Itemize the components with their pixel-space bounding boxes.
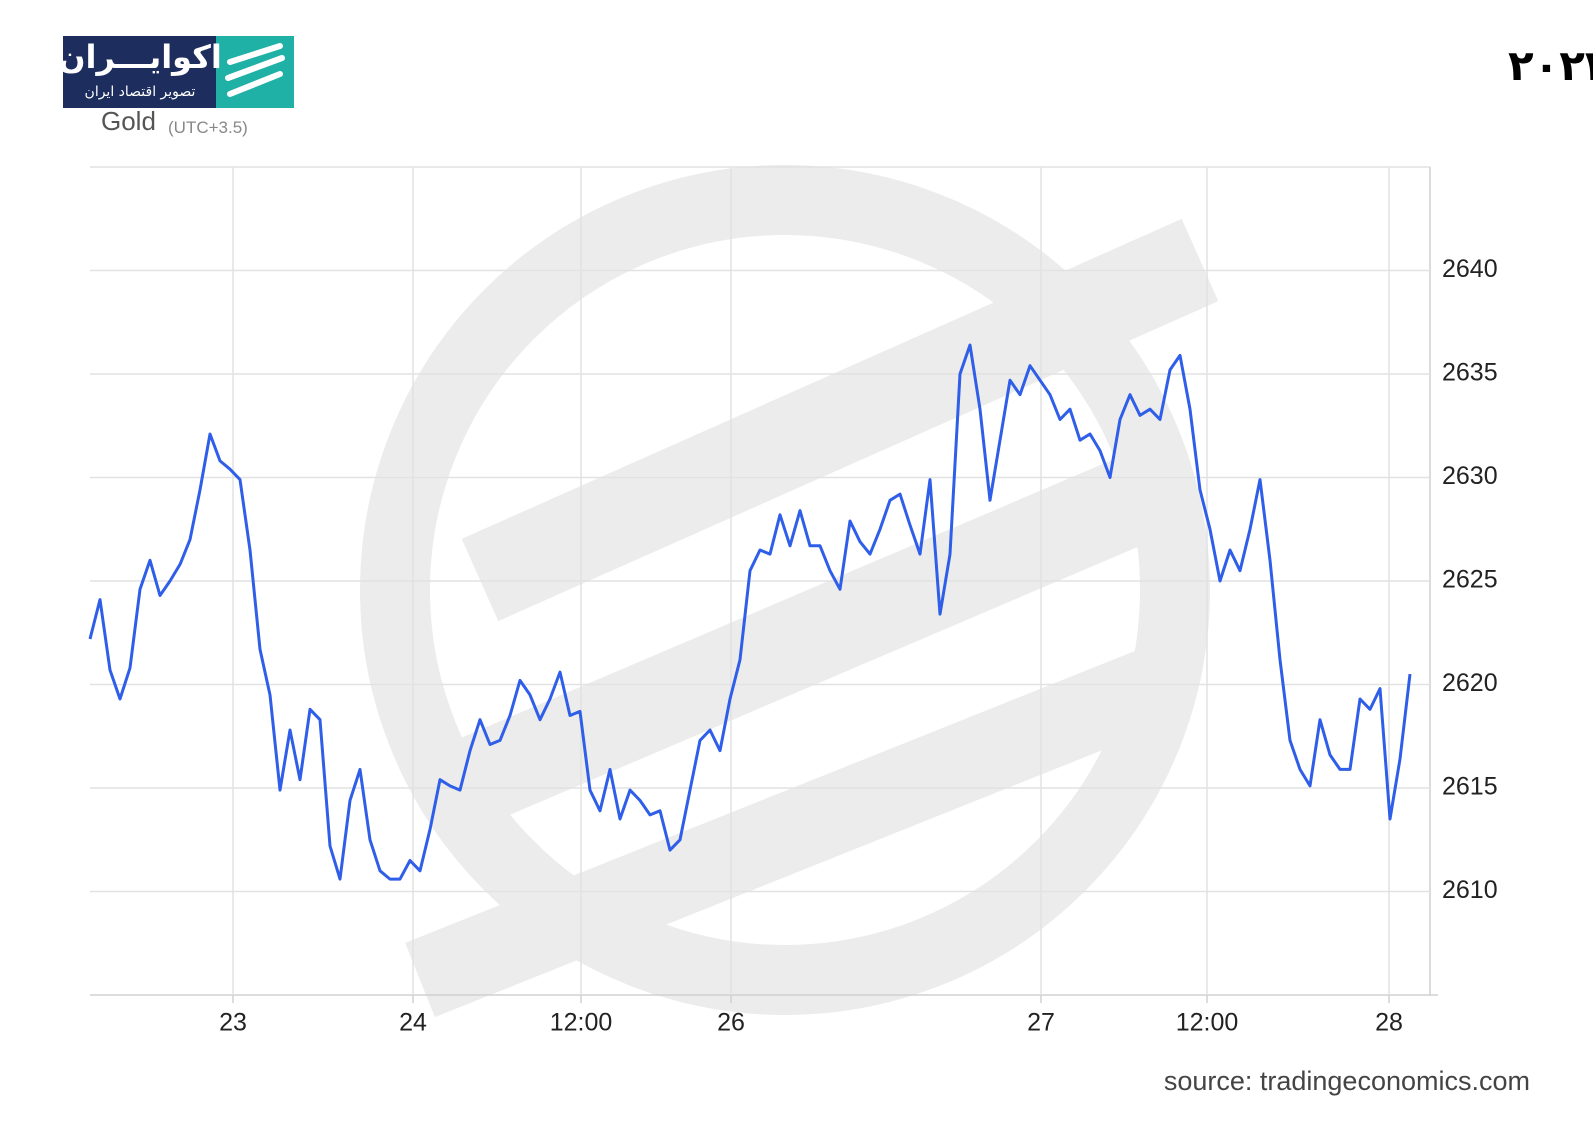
page-title: کاهش قیمت طلای جهانی در هفته پایانی ۲۰۲۴ xyxy=(1508,41,1593,91)
logo-box xyxy=(63,36,216,108)
x-tick-label: 23 xyxy=(219,1009,247,1037)
x-tick-label: 26 xyxy=(717,1009,745,1037)
x-tick-label: 27 xyxy=(1027,1009,1055,1037)
watermark-stripe xyxy=(461,218,1219,622)
watermark-ring xyxy=(360,165,1210,1015)
logo-mark xyxy=(225,43,285,97)
x-tick-label: 12:00 xyxy=(1176,1009,1239,1037)
x-tick-label: 28 xyxy=(1375,1009,1403,1037)
chart-subtitle: (UTC+3.5) xyxy=(168,118,248,137)
x-tick-label: 24 xyxy=(399,1009,427,1037)
y-tick-label: 2630 xyxy=(1442,462,1498,490)
logo: اکوایـــران تصویر اقتصاد ایران xyxy=(58,36,294,108)
logo-tagline: تصویر اقتصاد ایران xyxy=(85,84,196,100)
watermark-stripe xyxy=(412,438,1198,842)
logo-name: اکوایـــران xyxy=(58,38,222,76)
chart-title: Gold xyxy=(101,106,156,136)
y-tick-label: 2640 xyxy=(1442,255,1498,283)
source: source: tradingeconomics.com xyxy=(1164,1066,1530,1096)
y-tick-label: 2615 xyxy=(1442,773,1498,801)
y-tick-label: 2625 xyxy=(1442,566,1498,594)
y-tick-label: 2610 xyxy=(1442,876,1498,904)
watermark xyxy=(360,165,1219,1018)
watermark-stripe xyxy=(405,642,1185,1018)
y-tick-label: 2620 xyxy=(1442,669,1498,697)
price-line xyxy=(88,343,1412,881)
x-tick-label: 12:00 xyxy=(550,1009,613,1037)
y-tick-label: 2635 xyxy=(1442,359,1498,387)
